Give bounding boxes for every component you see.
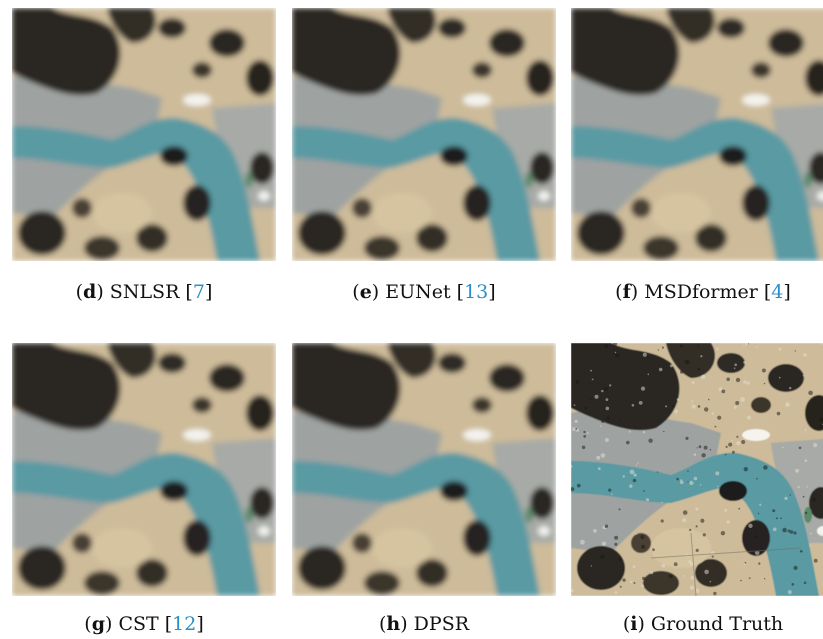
- citation-link[interactable]: 4: [771, 281, 784, 303]
- caption-f: (f) MSDformer [4]: [615, 281, 791, 303]
- caption-e: (e) EUNet [13]: [352, 281, 496, 303]
- panel-i-image: [571, 343, 823, 596]
- caption-i: (i) Ground Truth: [622, 613, 784, 635]
- caption-h: (h) DPSR: [378, 613, 470, 635]
- panel-f-image: [571, 8, 823, 261]
- citation-link[interactable]: 13: [464, 281, 489, 303]
- panel-e-image: [292, 8, 556, 261]
- citation-link[interactable]: 12: [172, 613, 197, 635]
- panel-d-image: [12, 8, 276, 261]
- panel-h-image: [292, 343, 556, 596]
- panel-g-image: [12, 343, 276, 596]
- citation-link[interactable]: 7: [192, 281, 205, 303]
- caption-g: (g) CST [12]: [84, 613, 204, 635]
- caption-d: (d) SNLSR [7]: [75, 281, 213, 303]
